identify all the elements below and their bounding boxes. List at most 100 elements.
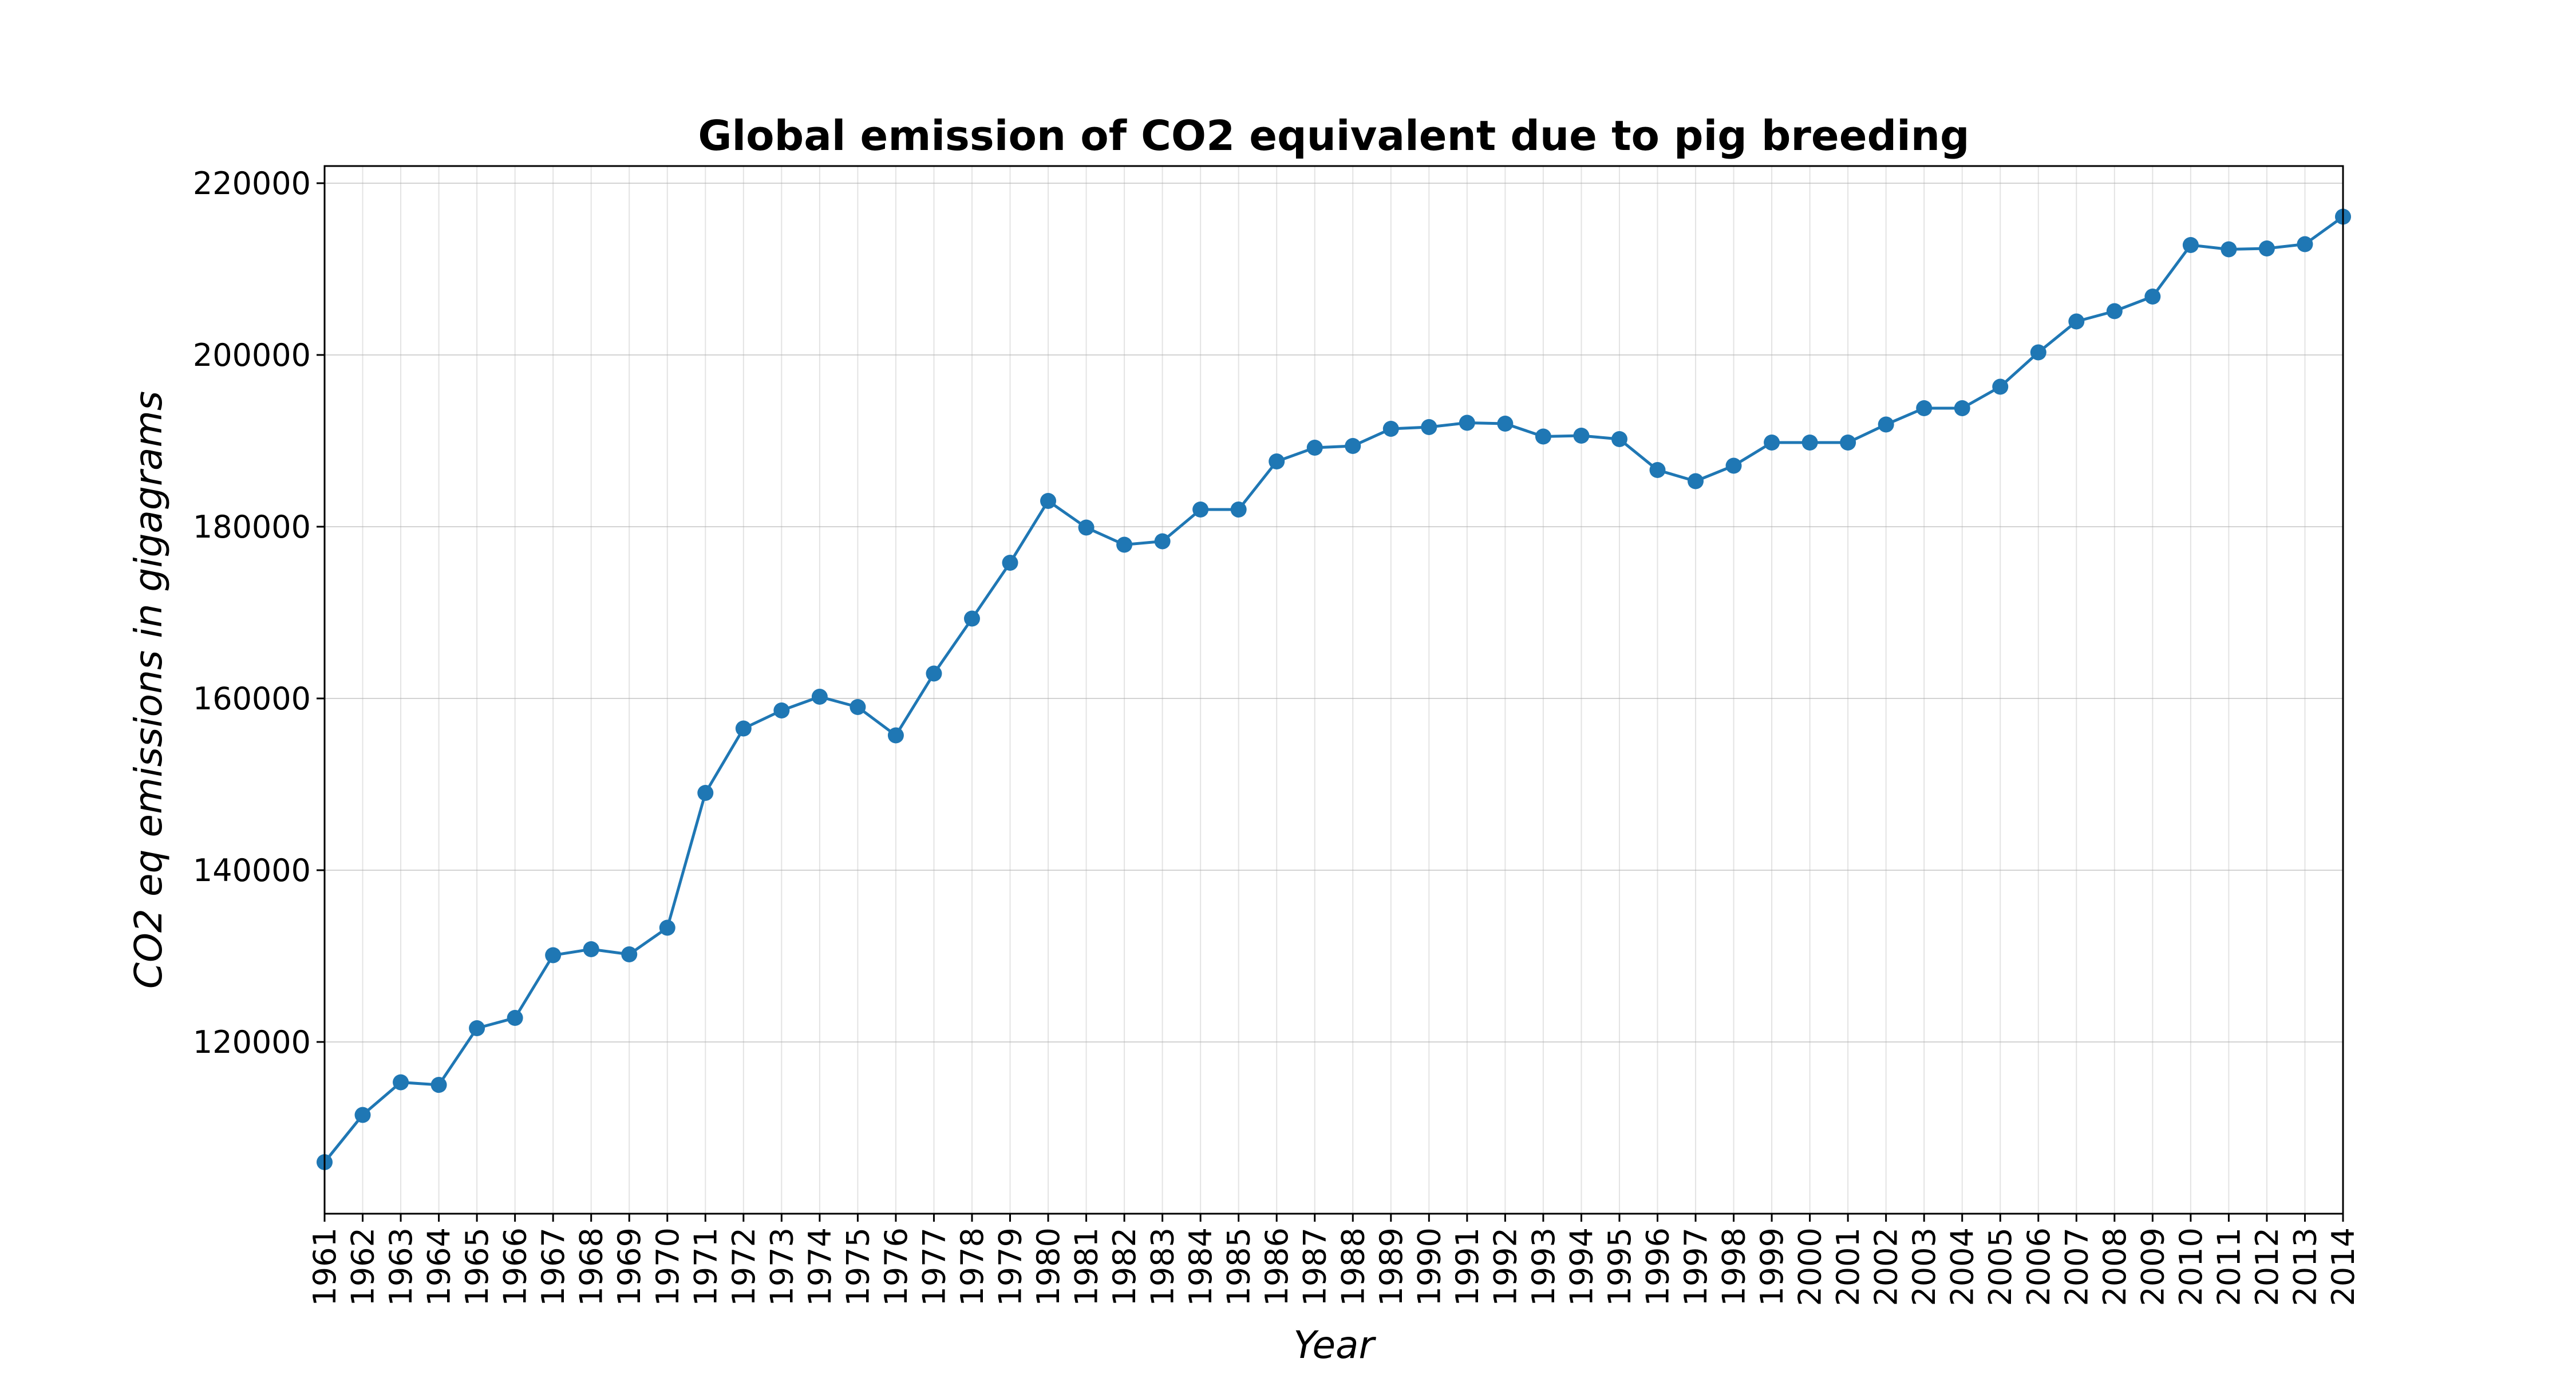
data-point (1192, 502, 1209, 518)
x-axis-label: Year (1293, 1323, 1376, 1367)
y-tick-label: 220000 (193, 165, 311, 202)
x-tick-label: 1977 (916, 1227, 952, 1306)
data-point (963, 610, 980, 627)
data-point (2258, 240, 2275, 256)
x-tick-label: 1964 (421, 1227, 457, 1306)
data-point (2297, 236, 2313, 252)
data-point (735, 720, 752, 737)
series (317, 208, 2351, 1170)
x-tick-label: 1974 (802, 1227, 838, 1306)
y-tick-label: 120000 (193, 1024, 311, 1060)
x-tick-label: 1973 (764, 1227, 800, 1306)
x-tick-label: 2009 (2135, 1227, 2171, 1306)
x-tick-label: 1988 (1335, 1227, 1371, 1306)
x-tick-label: 1992 (1487, 1227, 1523, 1306)
y-tick-label: 180000 (193, 509, 311, 545)
data-point (507, 1010, 523, 1026)
x-tick-label: 1986 (1259, 1227, 1295, 1306)
x-tick-label: 1984 (1183, 1227, 1219, 1306)
data-point (354, 1107, 371, 1123)
data-point (1573, 428, 1590, 444)
x-tick-label: 1969 (611, 1227, 647, 1306)
x-tick-label: 2000 (1792, 1227, 1828, 1306)
data-point (926, 665, 942, 682)
x-tick-label: 2012 (2249, 1227, 2285, 1306)
data-point (1269, 453, 1285, 469)
data-point (1535, 428, 1551, 445)
data-point (2221, 241, 2237, 258)
data-point (1840, 435, 1856, 451)
data-point (659, 919, 675, 936)
data-point (1306, 440, 1323, 456)
x-tick-label: 1963 (383, 1227, 419, 1306)
x-tick-label: 2014 (2325, 1227, 2361, 1306)
data-point (1382, 421, 1399, 437)
data-point (430, 1077, 447, 1093)
y-tick-label: 160000 (193, 681, 311, 717)
data-point (1801, 435, 1818, 451)
x-tick-label: 1978 (954, 1227, 990, 1306)
x-tick-label: 1999 (1754, 1227, 1790, 1306)
x-tick-label: 1996 (1639, 1227, 1676, 1306)
data-point (1345, 438, 1361, 454)
data-point (1116, 536, 1133, 553)
data-point (1878, 416, 1894, 433)
x-tick-label: 1989 (1373, 1227, 1409, 1306)
data-point (773, 702, 790, 718)
x-tick-label: 1962 (345, 1227, 381, 1306)
data-point (1611, 431, 1627, 447)
data-point (811, 689, 828, 705)
y-tick-label: 140000 (193, 852, 311, 889)
data-point (621, 946, 638, 962)
x-tick-label: 2013 (2287, 1227, 2323, 1306)
data-point (1040, 493, 1057, 509)
data-point (1688, 473, 1704, 489)
data-point (469, 1020, 485, 1036)
data-point (1992, 378, 2009, 395)
axes: 1961 1962 1963 1964 1965 1966 1967 1968 1969 1970… (193, 165, 2361, 1306)
x-tick-label: 1965 (459, 1227, 495, 1306)
data-point (1497, 416, 1514, 432)
x-tick-label: 2006 (2021, 1227, 2057, 1306)
data-point (850, 699, 866, 715)
x-tick-label: 1983 (1145, 1227, 1181, 1306)
x-tick-label: 1976 (878, 1227, 914, 1306)
data-point (2030, 344, 2046, 361)
x-tick-label: 1995 (1602, 1227, 1638, 1306)
data-point (1916, 400, 1933, 416)
data-point (583, 941, 599, 957)
x-tick-label: 1961 (307, 1227, 343, 1306)
data-point (545, 947, 562, 964)
x-tick-label: 1991 (1449, 1227, 1485, 1306)
x-tick-label: 1971 (688, 1227, 724, 1306)
x-tick-label: 1987 (1297, 1227, 1333, 1306)
data-point (1764, 435, 1780, 451)
data-point (2106, 303, 2123, 319)
x-tick-label: 1990 (1411, 1227, 1447, 1306)
plot-frame (323, 165, 2344, 1215)
data-point (1154, 533, 1171, 550)
data-point (1954, 400, 1970, 416)
data-point (2182, 237, 2199, 253)
data-point (1002, 555, 1018, 571)
x-tick-label: 1979 (993, 1227, 1029, 1306)
data-point (1649, 462, 1666, 478)
x-tick-label: 2004 (1945, 1227, 1981, 1306)
x-tick-label: 1994 (1563, 1227, 1599, 1306)
x-tick-label: 2001 (1830, 1227, 1866, 1306)
x-tick-label: 1997 (1678, 1227, 1714, 1306)
x-tick-label: 2011 (2211, 1227, 2247, 1306)
data-point (887, 727, 904, 744)
x-tick-label: 2002 (1868, 1227, 1905, 1306)
x-tick-label: 1980 (1030, 1227, 1066, 1306)
data-point (1230, 502, 1247, 518)
x-tick-label: 1967 (535, 1227, 571, 1306)
x-tick-label: 2005 (1982, 1227, 2018, 1306)
x-tick-label: 2010 (2173, 1227, 2209, 1306)
x-tick-label: 1966 (497, 1227, 534, 1306)
y-axis-label: CO2 eq emissions in gigagrams (127, 391, 171, 989)
grid (324, 166, 2344, 1214)
x-tick-label: 1993 (1526, 1227, 1562, 1306)
x-tick-label: 1968 (574, 1227, 610, 1306)
